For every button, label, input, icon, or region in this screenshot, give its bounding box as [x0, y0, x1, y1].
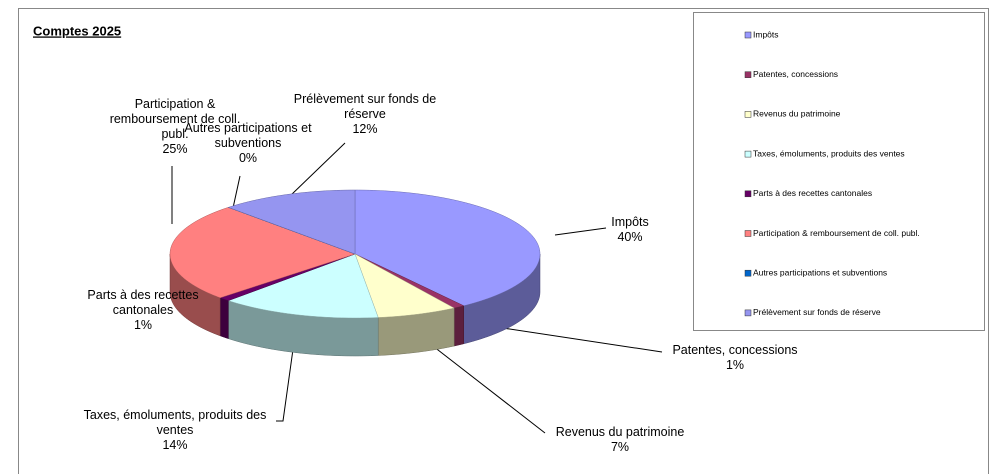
slice-value: 25%	[162, 142, 188, 156]
legend-label: Prélèvement sur fonds de réserve	[753, 307, 881, 317]
pie-slices	[169, 189, 541, 319]
data-label: Patentes, concessions 1%	[645, 343, 825, 373]
slice-value: 1%	[133, 318, 153, 332]
data-label: Parts à des recettes cantonales 1%	[73, 288, 213, 333]
leader-line	[276, 334, 296, 422]
data-label: Impôts 40%	[590, 215, 670, 245]
slice-value: 12%	[352, 122, 378, 136]
legend-swatch	[744, 111, 752, 118]
slice-side	[453, 305, 464, 347]
slice-value: 40%	[617, 230, 643, 244]
legend-box	[693, 12, 985, 331]
slice-name: Impôts	[611, 215, 649, 229]
leader-line	[419, 335, 546, 434]
slice-name: Patentes, concessions	[672, 343, 798, 357]
pie-slice	[354, 253, 455, 318]
legend-label: Impôts	[753, 29, 779, 39]
legend-swatch	[744, 31, 752, 39]
legend-label: Taxes, émoluments, produits des ventes	[753, 148, 905, 158]
chart-title: Comptes 2025	[33, 23, 121, 38]
pie-slice	[227, 253, 379, 319]
pie-slice	[169, 207, 356, 299]
legend-label: Patentes, concessions	[753, 69, 838, 79]
legend-label: Parts à des recettes cantonales	[753, 188, 872, 198]
chart-frame	[18, 8, 989, 474]
legend-swatch	[744, 190, 752, 198]
pie-slice	[227, 189, 356, 255]
legend-swatch	[744, 309, 752, 317]
data-label: Revenus du patrimoine 7%	[530, 425, 710, 455]
legend-swatch	[744, 269, 752, 277]
slice-side	[219, 297, 229, 339]
pie-slice	[354, 189, 541, 307]
legend-swatch	[744, 71, 752, 78]
slice-name: Participation & remboursement de coll. p…	[109, 97, 241, 141]
slice-name: Taxes, émoluments, produits des ventes	[83, 408, 267, 437]
legend-swatch	[744, 150, 752, 158]
legend-label: Revenus du patrimoine	[753, 109, 841, 119]
slice-value: 1%	[725, 358, 745, 372]
slice-value: 14%	[162, 438, 188, 452]
leader-line	[232, 175, 241, 209]
slice-name: Revenus du patrimoine	[555, 425, 685, 439]
legend-swatch	[744, 230, 752, 237]
data-label: Taxes, émoluments, produits des ventes 14…	[75, 408, 275, 453]
slice-name: Autres participations et subventions	[184, 121, 312, 150]
pie-sides	[169, 253, 541, 357]
legend-label: Autres participations et subventions	[753, 267, 887, 277]
slice-name: Prélèvement sur fonds de réserve	[293, 92, 437, 121]
data-label: Participation & remboursement de coll. p…	[100, 97, 250, 157]
slice-value: 0%	[238, 151, 258, 165]
leader-line	[554, 227, 607, 236]
leader-line	[289, 142, 346, 197]
legend-label: Participation & remboursement de coll. p…	[753, 228, 920, 238]
slice-value: 7%	[610, 440, 630, 454]
data-label: Prélèvement sur fonds de réserve 12%	[275, 92, 455, 137]
slice-name: Parts à des recettes cantonales	[87, 288, 199, 317]
data-label: Autres participations et subventions 0%	[168, 121, 328, 166]
